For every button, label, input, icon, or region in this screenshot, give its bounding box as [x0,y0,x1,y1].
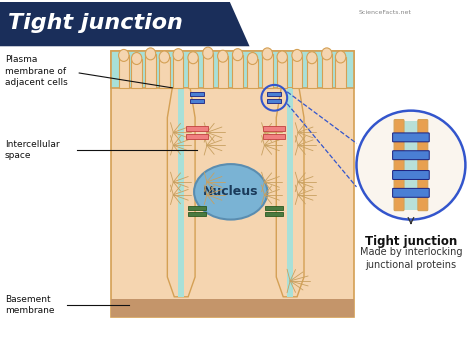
FancyBboxPatch shape [118,55,129,88]
FancyBboxPatch shape [190,92,204,96]
Ellipse shape [247,52,258,64]
FancyBboxPatch shape [267,92,281,96]
Ellipse shape [262,48,273,60]
FancyBboxPatch shape [232,55,243,88]
FancyBboxPatch shape [218,56,228,88]
Ellipse shape [218,50,228,62]
Text: Nucleus: Nucleus [203,186,258,198]
FancyBboxPatch shape [264,134,285,139]
Text: Plasma
membrane of
adjacent cells: Plasma membrane of adjacent cells [5,55,68,87]
Ellipse shape [307,52,317,64]
FancyBboxPatch shape [392,170,429,180]
FancyBboxPatch shape [190,99,204,103]
FancyBboxPatch shape [159,57,170,88]
Polygon shape [111,51,355,317]
Text: Basement
membrane: Basement membrane [5,295,55,315]
FancyBboxPatch shape [203,53,213,88]
Ellipse shape [232,49,243,61]
FancyBboxPatch shape [186,126,208,131]
Ellipse shape [321,48,332,60]
Circle shape [356,111,465,219]
FancyBboxPatch shape [267,99,281,103]
FancyBboxPatch shape [392,151,429,160]
Ellipse shape [292,49,302,61]
Polygon shape [167,88,195,297]
FancyBboxPatch shape [292,55,302,88]
FancyBboxPatch shape [392,188,429,197]
Ellipse shape [131,52,142,64]
Text: Intercellular
space: Intercellular space [5,140,60,160]
FancyBboxPatch shape [247,58,258,88]
Ellipse shape [146,48,156,60]
Ellipse shape [118,49,129,61]
FancyBboxPatch shape [321,54,332,88]
FancyBboxPatch shape [418,120,428,211]
FancyBboxPatch shape [392,133,429,142]
Ellipse shape [159,51,170,63]
FancyBboxPatch shape [394,120,404,211]
Ellipse shape [173,49,183,61]
FancyBboxPatch shape [287,88,293,297]
FancyBboxPatch shape [188,58,198,88]
Ellipse shape [203,47,213,59]
Polygon shape [276,88,304,297]
FancyBboxPatch shape [336,57,346,88]
FancyBboxPatch shape [265,206,283,210]
FancyBboxPatch shape [188,212,206,216]
FancyBboxPatch shape [173,55,183,88]
FancyBboxPatch shape [146,54,156,88]
Ellipse shape [188,52,198,64]
FancyBboxPatch shape [265,212,283,216]
FancyBboxPatch shape [188,206,206,210]
FancyBboxPatch shape [262,54,273,88]
Ellipse shape [277,51,287,63]
Polygon shape [0,2,249,46]
FancyBboxPatch shape [264,126,285,131]
Text: ScienceFacts.net: ScienceFacts.net [358,10,411,15]
Text: Tight junction: Tight junction [365,236,457,248]
FancyBboxPatch shape [131,58,142,88]
Text: Tight junction: Tight junction [8,14,183,34]
Text: Made by interlocking
junctional proteins: Made by interlocking junctional proteins [360,247,462,271]
Polygon shape [111,299,355,317]
FancyBboxPatch shape [277,57,287,88]
Ellipse shape [336,51,346,63]
FancyBboxPatch shape [186,134,208,139]
Ellipse shape [194,164,267,219]
FancyBboxPatch shape [403,120,419,210]
FancyBboxPatch shape [178,88,184,297]
Polygon shape [111,51,355,88]
FancyBboxPatch shape [307,58,317,88]
